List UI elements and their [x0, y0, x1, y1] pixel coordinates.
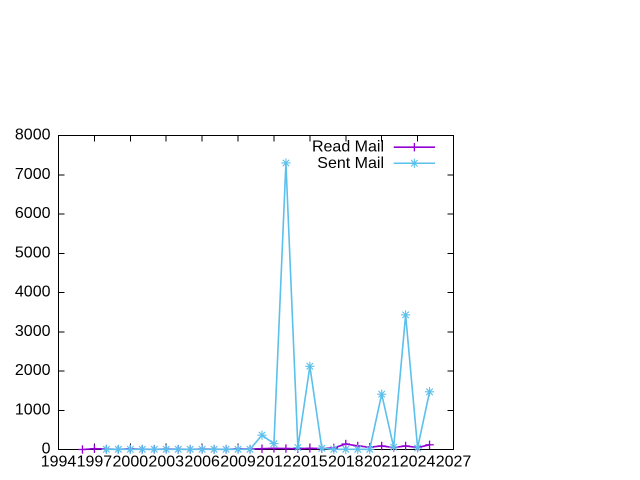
- svg-text:5000: 5000: [15, 244, 51, 261]
- svg-text:2027: 2027: [436, 454, 472, 471]
- svg-text:1000: 1000: [15, 401, 51, 418]
- svg-text:2021: 2021: [364, 454, 400, 471]
- svg-text:2018: 2018: [328, 454, 364, 471]
- svg-text:2006: 2006: [184, 454, 220, 471]
- svg-text:2012: 2012: [256, 454, 292, 471]
- svg-text:3000: 3000: [15, 323, 51, 340]
- svg-text:2015: 2015: [292, 454, 328, 471]
- svg-text:7000: 7000: [15, 166, 51, 183]
- svg-text:2000: 2000: [15, 362, 51, 379]
- svg-text:2024: 2024: [400, 454, 436, 471]
- svg-text:Read Mail: Read Mail: [312, 139, 384, 156]
- svg-text:6000: 6000: [15, 205, 51, 222]
- svg-text:2009: 2009: [220, 454, 256, 471]
- svg-text:8000: 8000: [15, 127, 51, 144]
- svg-text:4000: 4000: [15, 284, 51, 301]
- svg-text:2003: 2003: [148, 454, 184, 471]
- svg-text:1997: 1997: [77, 454, 113, 471]
- svg-text:Sent Mail: Sent Mail: [317, 155, 384, 172]
- svg-text:1994: 1994: [41, 454, 77, 471]
- svg-text:2000: 2000: [113, 454, 149, 471]
